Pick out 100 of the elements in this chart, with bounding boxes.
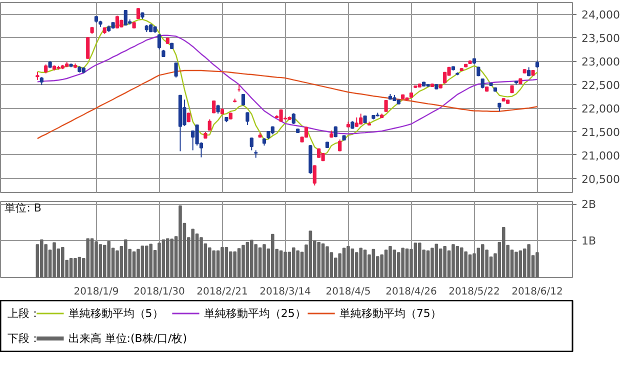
y-tick-label: 22,500 bbox=[582, 79, 620, 92]
candlestick bbox=[182, 99, 186, 126]
bar bbox=[270, 234, 274, 278]
y-tick-label: 21,500 bbox=[582, 126, 620, 140]
bar bbox=[476, 248, 480, 278]
bar bbox=[191, 228, 194, 278]
annotation: 単位: B bbox=[4, 202, 42, 214]
bar bbox=[107, 240, 111, 278]
bar bbox=[426, 250, 430, 278]
bar bbox=[359, 248, 362, 278]
bar bbox=[405, 248, 409, 278]
bar bbox=[90, 238, 94, 278]
bar bbox=[514, 252, 518, 278]
bar bbox=[430, 248, 434, 278]
bar bbox=[208, 247, 212, 278]
legend-title: 下段： bbox=[8, 332, 41, 345]
bar bbox=[363, 250, 367, 278]
line-series bbox=[36, 18, 538, 156]
bar bbox=[220, 247, 224, 278]
bar bbox=[372, 248, 376, 278]
bar bbox=[292, 247, 296, 278]
candlestick bbox=[115, 15, 120, 29]
bar bbox=[464, 251, 468, 278]
candlestick bbox=[86, 36, 90, 60]
candlestick bbox=[312, 164, 316, 186]
bar bbox=[460, 247, 464, 278]
bar bbox=[392, 250, 396, 278]
x-tick-label: 2018/4/26 bbox=[386, 286, 437, 298]
bar bbox=[443, 246, 446, 278]
bar bbox=[536, 252, 539, 278]
bar bbox=[140, 246, 144, 278]
bar bbox=[78, 256, 82, 278]
legend-label: 単純移動平均（25） bbox=[204, 307, 306, 320]
bar bbox=[418, 242, 422, 278]
y-tick-label: 22,000 bbox=[582, 102, 620, 116]
bar bbox=[388, 246, 392, 278]
bar bbox=[452, 244, 455, 278]
legend-label: 出来高 単位:(B株/口/枚) bbox=[68, 332, 188, 345]
bar bbox=[262, 244, 266, 278]
bar bbox=[200, 237, 203, 278]
bar bbox=[170, 238, 174, 278]
bar bbox=[233, 251, 236, 278]
candlestick bbox=[174, 62, 178, 78]
bar bbox=[242, 244, 245, 278]
y-tick-label: 21,000 bbox=[582, 149, 620, 162]
candlestick bbox=[136, 8, 140, 20]
bar bbox=[321, 243, 325, 278]
x-tick-label: 2018/1/30 bbox=[134, 286, 185, 298]
bar bbox=[354, 252, 358, 278]
bar bbox=[346, 246, 350, 278]
x-tick-label: 2018/2/21 bbox=[196, 286, 248, 298]
legend-label: 単純移動平均（75） bbox=[339, 307, 442, 320]
x-tick-label: 2018/1/9 bbox=[74, 286, 119, 298]
bar bbox=[98, 244, 102, 278]
candlestick bbox=[212, 100, 216, 114]
candlestick bbox=[480, 78, 484, 89]
bar bbox=[258, 247, 262, 278]
bar bbox=[326, 246, 329, 278]
candlestick bbox=[250, 137, 254, 151]
legend-label: 単純移動平均（5） bbox=[68, 307, 164, 320]
bar bbox=[396, 252, 400, 278]
bar bbox=[246, 242, 250, 278]
y-tick-label: 23,500 bbox=[582, 32, 620, 46]
bar bbox=[296, 250, 300, 278]
bar bbox=[384, 250, 388, 278]
line-series bbox=[36, 70, 538, 140]
candlestick bbox=[384, 100, 388, 112]
bar bbox=[103, 244, 106, 278]
bar bbox=[434, 244, 438, 278]
x-tick-label: 2018/3/14 bbox=[260, 286, 311, 298]
bar bbox=[502, 226, 506, 278]
bar bbox=[61, 247, 64, 278]
bar bbox=[132, 251, 136, 278]
y-tick-label: 20,500 bbox=[582, 172, 620, 186]
candlestick bbox=[354, 116, 358, 128]
bar bbox=[216, 250, 220, 278]
bar bbox=[158, 242, 161, 278]
x-tick-label: 2018/6/12 bbox=[512, 286, 563, 298]
bar bbox=[250, 240, 254, 278]
bar bbox=[124, 239, 128, 278]
bar bbox=[284, 252, 287, 278]
bar bbox=[288, 252, 292, 278]
bar bbox=[350, 248, 354, 278]
bar bbox=[317, 242, 320, 278]
bar bbox=[518, 250, 522, 278]
candlestick bbox=[157, 33, 162, 50]
bar bbox=[228, 251, 232, 278]
bar bbox=[162, 239, 166, 278]
bar bbox=[401, 248, 404, 278]
y-tick-label: 1B bbox=[582, 234, 596, 248]
bar bbox=[86, 238, 90, 278]
y-tick-label: 24,000 bbox=[582, 8, 620, 22]
candlestick bbox=[195, 124, 199, 146]
bar bbox=[468, 254, 472, 278]
candlestick bbox=[246, 112, 250, 126]
bar bbox=[94, 241, 98, 278]
bar bbox=[480, 244, 484, 278]
bar bbox=[212, 250, 216, 278]
y-tick-label: 23,000 bbox=[582, 56, 620, 69]
bar bbox=[178, 205, 182, 278]
